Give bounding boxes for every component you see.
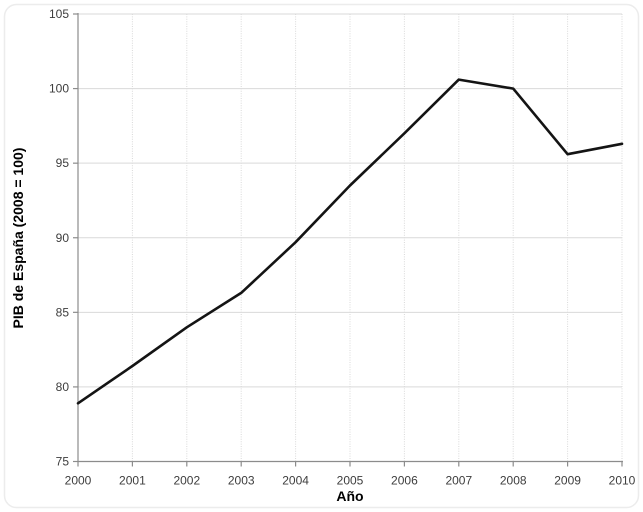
- x-tick-label: 2010: [609, 474, 636, 488]
- x-tick-label: 2009: [554, 474, 581, 488]
- x-tick-label: 2008: [500, 474, 527, 488]
- y-tick-label: 75: [56, 455, 70, 469]
- x-tick-label: 2003: [228, 474, 255, 488]
- x-tick-label: 2002: [173, 474, 200, 488]
- x-tick-label: 2000: [65, 474, 92, 488]
- x-tick-label: 2005: [337, 474, 364, 488]
- x-tick-labels: 2000 2001 2002 2003 2004 2005 2006 2007 2008 2009…: [65, 474, 636, 488]
- x-tick-label: 2004: [282, 474, 309, 488]
- chart-outer-border: [3, 3, 640, 509]
- tick-marks: [73, 13, 623, 467]
- y-tick-label: 100: [49, 82, 69, 96]
- y-tick-label: 95: [56, 156, 70, 170]
- gridlines: [78, 13, 623, 462]
- gdp-line-series: [76, 78, 624, 405]
- x-tick-label: 2007: [445, 474, 472, 488]
- x-tick-label: 2006: [391, 474, 418, 488]
- y-tick-label: 105: [49, 7, 69, 21]
- y-axis-title: PIB de España (2008 = 100): [10, 148, 26, 329]
- y-tick-label: 85: [56, 305, 70, 319]
- y-tick-labels: 75 80 85 90 95 100 105: [49, 7, 69, 469]
- y-tick-label: 80: [56, 380, 70, 394]
- x-tick-label: 2001: [119, 474, 146, 488]
- y-tick-label: 90: [56, 231, 70, 245]
- x-axis-title: Año: [336, 488, 363, 504]
